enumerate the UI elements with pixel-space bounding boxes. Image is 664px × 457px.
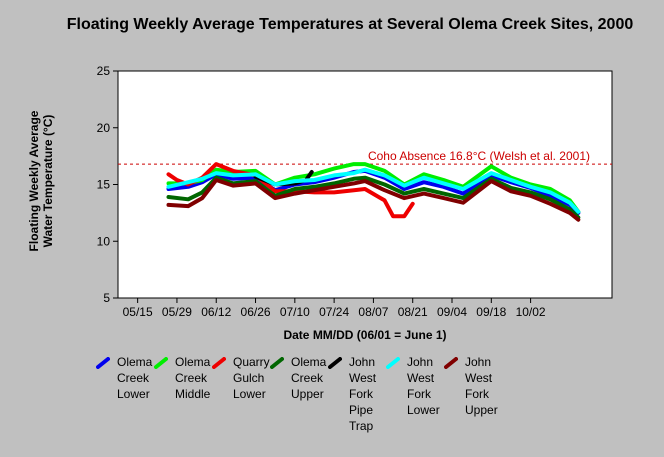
legend-swatch bbox=[212, 357, 226, 369]
series-line-3 bbox=[166, 175, 581, 220]
x-tick-label: 06/12 bbox=[201, 305, 231, 319]
x-tick-label: 10/02 bbox=[516, 305, 546, 319]
series-line-6 bbox=[166, 178, 581, 222]
x-tick-label: 06/26 bbox=[241, 305, 271, 319]
x-tick-label: 05/15 bbox=[123, 305, 153, 319]
x-tick-label: 08/07 bbox=[358, 305, 388, 319]
legend-label: John West Fork Pipe Trap bbox=[349, 355, 377, 433]
y-tick-label: 10 bbox=[97, 234, 111, 248]
y-tick-label: 25 bbox=[97, 64, 111, 78]
legend-swatch bbox=[96, 357, 110, 369]
legend-swatch bbox=[444, 357, 458, 369]
x-tick-label: 07/24 bbox=[319, 305, 349, 319]
x-tick-label: 09/04 bbox=[437, 305, 467, 319]
legend-label: Olema Creek Lower bbox=[117, 355, 153, 401]
y-tick-label: 20 bbox=[97, 121, 111, 135]
y-tick-label: 15 bbox=[97, 178, 111, 192]
legend-swatch bbox=[270, 357, 284, 369]
legend-swatch bbox=[386, 357, 400, 369]
legend-swatch bbox=[154, 357, 168, 369]
chart-title: Floating Weekly Average Temperatures at … bbox=[66, 16, 634, 33]
legend-swatch bbox=[328, 357, 342, 369]
x-tick-label: 09/18 bbox=[476, 305, 506, 319]
series-line-1 bbox=[166, 162, 581, 214]
legend-label: John West Fork Lower bbox=[407, 355, 440, 417]
y-tick-label: 5 bbox=[103, 291, 110, 305]
legend-label: Quarry Gulch Lower bbox=[233, 355, 270, 401]
legend-label: John West Fork Upper bbox=[465, 355, 498, 417]
x-tick-label: 05/29 bbox=[162, 305, 192, 319]
reference-line-label: Coho Absence 16.8°C (Welsh et al. 2001) bbox=[368, 149, 590, 163]
x-tick-label: 08/21 bbox=[398, 305, 428, 319]
legend-label: Olema Creek Upper bbox=[291, 355, 327, 401]
series-line-5 bbox=[166, 167, 581, 214]
x-tick-label: 07/10 bbox=[280, 305, 310, 319]
x-axis-label: Date MM/DD (06/01 = June 1) bbox=[283, 328, 447, 342]
legend-label: Olema Creek Middle bbox=[175, 355, 211, 401]
